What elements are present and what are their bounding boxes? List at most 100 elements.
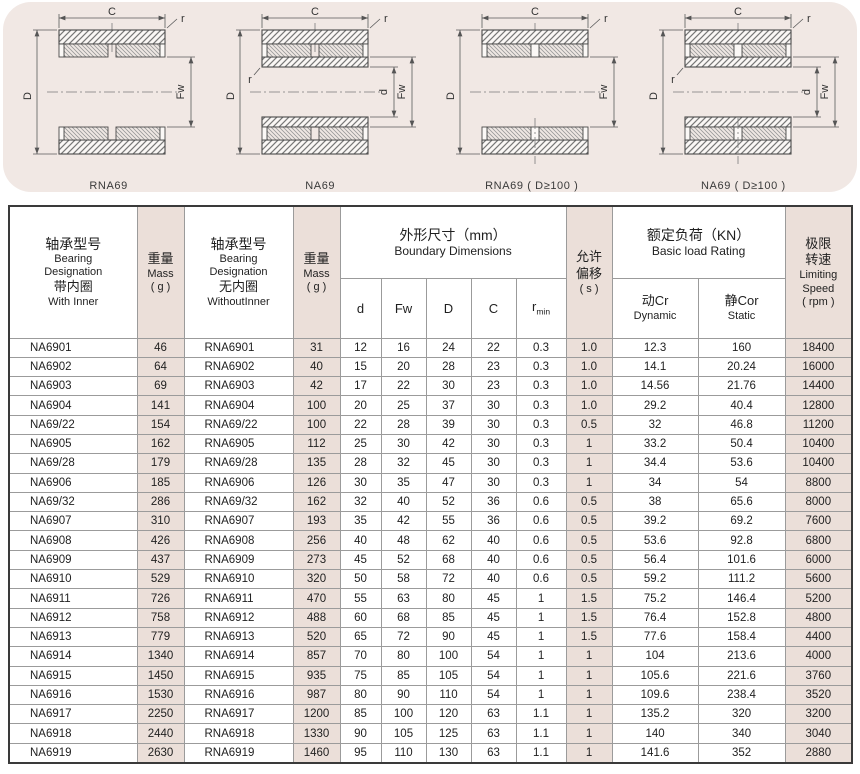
value-cell: 6000 [784, 549, 853, 571]
header-en: Static [727, 309, 756, 322]
diagram-caption: NA69 [305, 180, 336, 192]
table-row: NA6919 2630 RNA6919 1460 95 110 130 63 1.1 1 141.6… [8, 742, 853, 764]
table-row: NA6902 64 RNA6902 40 15 20 28 23 0.3 1.0 14.1 20.24… [8, 356, 853, 378]
value-cell: 488 [292, 607, 341, 628]
value-cell: 1.5 [565, 588, 613, 609]
value-cell: 5600 [784, 569, 853, 590]
value-cell: 8800 [784, 472, 853, 493]
value-cell: 14.56 [611, 376, 699, 397]
table-row: NA6908 426 RNA6908 256 40 48 62 40 0.6 0.5 53.6 92.… [8, 530, 853, 551]
value-cell: 80 [380, 646, 427, 667]
value-cell: 1.1 [515, 704, 567, 725]
value-cell: 109.6 [611, 684, 699, 706]
bearing-designation-cell: NA6909 [8, 549, 138, 571]
value-cell: 80 [425, 588, 472, 609]
value-cell: 52 [380, 549, 427, 571]
value-cell: 1 [565, 723, 613, 744]
header-sub-C: C [488, 300, 499, 316]
bearing-designation-cell: RNA6903 [183, 376, 294, 397]
value-cell: 54 [470, 646, 517, 667]
table-row: NA6917 2250 RNA6917 1200 85 100 120 63 1.1 1 135.2… [8, 704, 853, 725]
value-cell: 2880 [784, 742, 853, 764]
dim-label-fw: Fw [175, 85, 187, 100]
bearing-cross-section-drawing: C r D Fw [22, 6, 195, 155]
value-cell: 30 [380, 433, 427, 455]
value-cell: 63 [470, 742, 517, 764]
header-zh: 重量 [303, 250, 330, 266]
value-cell: 0.6 [515, 569, 567, 590]
value-cell: 0.6 [515, 549, 567, 571]
value-cell: 1 [515, 626, 567, 648]
value-cell: 221.6 [697, 665, 786, 686]
value-cell: 726 [136, 588, 185, 609]
bearing-cross-section-drawing: C r r D d Fw [648, 6, 840, 164]
bearing-designation-cell: RNA6916 [183, 684, 294, 706]
table-row: NA69/32 286 RNA69/32 162 32 40 52 36 0.6 0.5 38 65.… [8, 491, 853, 513]
value-cell: 3520 [784, 684, 853, 706]
bearing-designation-cell: NA69/22 [8, 414, 138, 435]
value-cell: 53.6 [697, 453, 786, 474]
table-row: NA6910 529 RNA6910 320 50 58 72 40 0.6 0.5 59.2 111… [8, 569, 853, 590]
value-cell: 286 [136, 491, 185, 513]
header-en: Boundary Dimensions [394, 244, 512, 259]
value-cell: 779 [136, 626, 185, 648]
value-cell: 273 [292, 549, 341, 571]
value-cell: 125 [425, 723, 472, 744]
value-cell: 1200 [292, 704, 341, 725]
col-header-misalignment: 允许 偏移 ( s ) [565, 205, 613, 339]
value-cell: 15 [339, 356, 382, 378]
value-cell: 1 [565, 704, 613, 725]
col-header-outer-d: D [425, 277, 472, 339]
value-cell: 1.0 [565, 356, 613, 378]
table-row: NA6916 1530 RNA6916 987 80 90 110 54 1 1 109.6 238.… [8, 684, 853, 706]
value-cell: 1330 [292, 723, 341, 744]
value-cell: 0.6 [515, 530, 567, 551]
value-cell: 1 [515, 588, 567, 609]
bearing-designation-cell: NA6912 [8, 607, 138, 628]
header-zh: 静Cor [724, 292, 759, 308]
bearing-designation-cell: NA6917 [8, 704, 138, 725]
value-cell: 45 [339, 549, 382, 571]
col-header-limiting-speed: 极限 转速 Limiting Speed ( rpm ) [784, 205, 853, 339]
value-cell: 60 [339, 607, 382, 628]
dim-label-r: r [384, 13, 388, 25]
value-cell: 45 [425, 453, 472, 474]
value-cell: 20 [339, 395, 382, 416]
value-cell: 111.2 [697, 569, 786, 590]
col-header-dynamic-cr: 动Cr Dynamic [611, 277, 699, 339]
value-cell: 80 [339, 684, 382, 706]
dim-label-d-inner: d [801, 89, 813, 95]
value-cell: 100 [292, 414, 341, 435]
value-cell: 53.6 [611, 530, 699, 551]
value-cell: 63 [380, 588, 427, 609]
value-cell: 12 [339, 337, 382, 358]
bearing-designation-cell: RNA6909 [183, 549, 294, 571]
bearing-diagram-na69: C r r D d Fw NA69 [214, 6, 426, 192]
header-sub-D: D [443, 300, 454, 316]
value-cell: 23 [470, 376, 517, 397]
bearing-designation-cell: RNA6917 [183, 704, 294, 725]
table-row: NA6907 310 RNA6907 193 35 42 55 36 0.6 0.5 39.2 69.… [8, 511, 853, 532]
bearing-designation-cell: NA6901 [8, 337, 138, 358]
value-cell: 23 [470, 356, 517, 378]
value-cell: 59.2 [611, 569, 699, 590]
value-cell: 857 [292, 646, 341, 667]
bearing-designation-cell: RNA6906 [183, 472, 294, 493]
value-cell: 30 [470, 414, 517, 435]
dim-label-c: C [734, 6, 742, 18]
bearing-designation-cell: NA6908 [8, 530, 138, 551]
value-cell: 160 [697, 337, 786, 358]
value-cell: 1 [515, 684, 567, 706]
value-cell: 179 [136, 453, 185, 474]
value-cell: 45 [470, 626, 517, 648]
value-cell: 104 [611, 646, 699, 667]
bearing-designation-cell: NA6915 [8, 665, 138, 686]
dim-label-r: r [807, 13, 811, 25]
value-cell: 470 [292, 588, 341, 609]
header-en: Dynamic [633, 309, 677, 322]
table-body: NA6901 46 RNA6901 31 12 16 24 22 0.3 1.0 12.3 160 18… [8, 337, 853, 764]
value-cell: 141.6 [611, 742, 699, 764]
bearing-designation-cell: NA6918 [8, 723, 138, 744]
value-cell: 28 [339, 453, 382, 474]
bearing-designation-cell: RNA6904 [183, 395, 294, 416]
